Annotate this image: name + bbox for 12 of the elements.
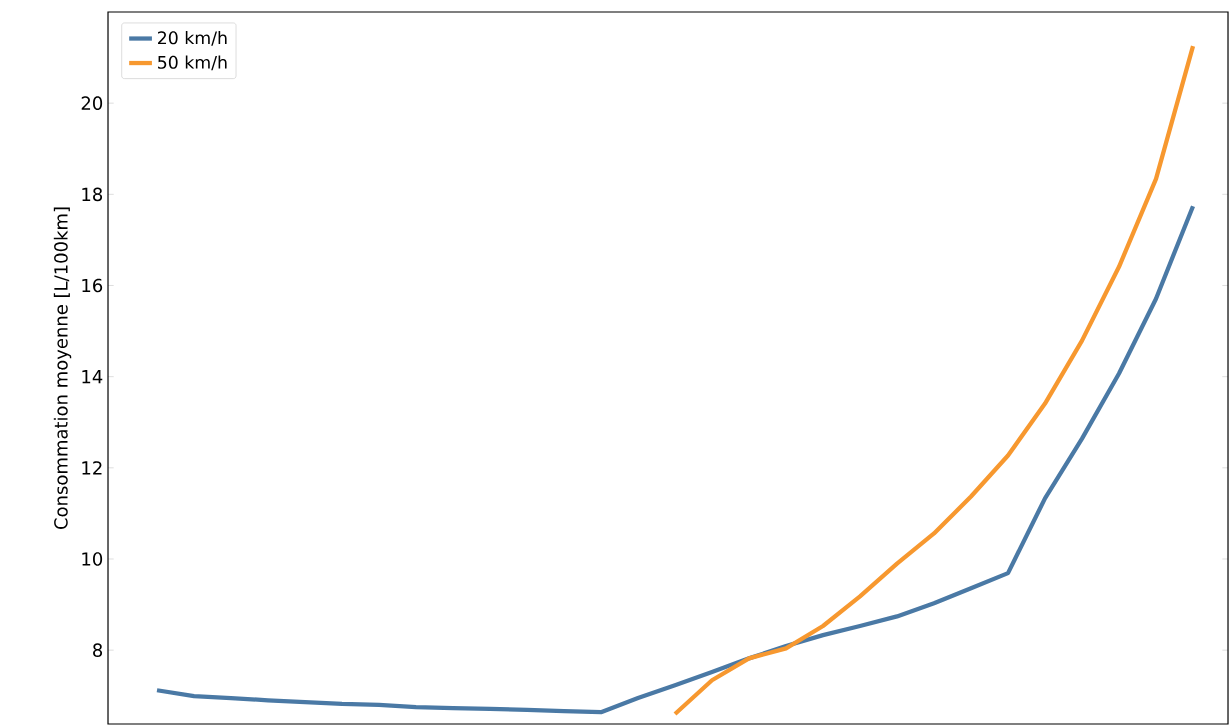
y-tick-label: 10 bbox=[82, 552, 103, 566]
y-tick-label: 20 bbox=[81, 96, 103, 110]
y-tick-label: 16 bbox=[82, 278, 103, 293]
y-tick-label: 12 bbox=[82, 461, 102, 475]
legend-label: 20 km/h bbox=[158, 30, 227, 46]
y-tick-label: 18 bbox=[82, 187, 103, 202]
y-tick-label: 8 bbox=[93, 643, 103, 657]
legend-label: 50 km/h bbox=[158, 55, 227, 71]
y-axis-title: Consommation moyenne [L/100km] bbox=[53, 207, 72, 529]
y-tick-label: 14 bbox=[82, 370, 103, 384]
line-series bbox=[154, 204, 1196, 715]
line-series bbox=[672, 44, 1196, 717]
